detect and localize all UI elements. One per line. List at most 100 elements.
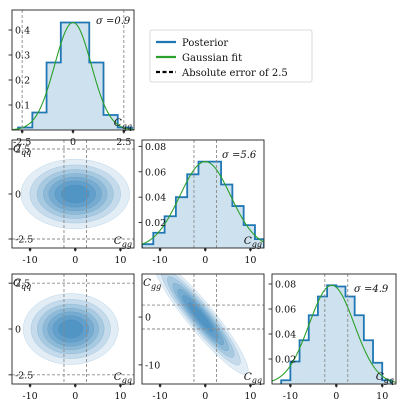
x-tick-label: 10 [114,255,126,266]
x-tick-label: 0 [72,391,78,402]
x-tick-dot [158,248,162,251]
histogram-bar [198,161,210,248]
x-tick-dot [203,248,207,251]
histogram-bar [221,184,233,248]
density-contour [22,293,119,365]
x-tick-dot [249,384,252,387]
density-contour [188,302,214,333]
x-tick-dot [119,248,122,251]
y-tick-label: 2.5 [15,279,30,290]
x-tick-label: 0 [202,255,208,266]
density-contour [160,274,241,366]
x-tick-label: 0 [333,391,339,402]
histogram-bar [89,62,104,130]
y-tick-label: 0.3 [15,51,30,62]
y-tick-label: 0.04 [275,330,296,341]
x-axis-label: Cqq [114,117,132,131]
panel-kde-cgg-cqq: -10 0 10 -2.5 0 2.5 Cgg Cqq [8,139,135,266]
sigma-label: σ =5.6 [222,150,257,161]
density-contour [167,276,235,358]
density-contour [52,315,89,343]
y-tick-label: 0.06 [275,305,296,316]
panel-frame [271,273,397,385]
posterior-step-line [17,21,133,130]
legend: Posterior Gaussian fit Absolute error of… [149,29,313,83]
histogram-bar [354,315,364,384]
x-tick-label: 2.5 [116,137,131,148]
x-tick-label: 0 [202,391,208,402]
histogram-bar [290,361,300,384]
panel-plot-area [12,10,134,130]
density-contour [42,307,99,351]
x-tick-dot [203,384,207,387]
y-tick-label: 0.08 [145,142,166,153]
y-tick-label: 0.1 [15,101,30,112]
density-contour [182,295,219,339]
density-contour [61,184,90,204]
density-contour [29,164,121,224]
legend-label-absolute-error: Absolute error of 2.5 [181,68,288,79]
histogram-bar [232,206,244,248]
histogram-bar [327,285,337,384]
panel-hist-cgq: -10 0 10 0.02 0.04 0.06 0.08 Cgq σ =4.9 [268,273,397,402]
density-contour [37,303,105,355]
y-tick-label: 0.04 [145,193,166,204]
posterior-step-line [142,160,264,248]
density-contour [177,288,225,346]
x-axis-label: Cgq [244,371,262,385]
density-contour [48,176,102,212]
x-tick-label: 10 [376,391,388,402]
density-contour [30,299,111,359]
x-tick-label: 10 [114,391,126,402]
x-tick-dot [71,130,75,133]
x-tick-dot [20,130,24,133]
sigma-label: σ =4.9 [354,284,389,295]
legend-label-posterior: Posterior [182,38,228,49]
panel-plot-area [142,140,264,248]
panel-plot-area [12,140,134,248]
y-tick-label: -2.5 [15,370,33,381]
density-contour [172,282,229,352]
x-axis-label: Cgg [244,235,262,249]
y-tick-label: 0.08 [275,280,296,291]
x-tick-dot [289,384,292,387]
x-tick-dot [119,384,122,387]
y-tick-label: 2.5 [15,145,30,156]
histogram-bar [336,286,346,384]
histogram-bar [103,115,118,130]
x-tick-label: -10 [283,391,298,402]
x-tick-dot [158,384,162,387]
y-tick-label: 0 [145,313,151,324]
x-tick-dot [73,384,77,387]
histogram-bar [75,22,90,130]
histogram-bar [373,362,383,384]
x-tick-dot [334,384,338,387]
density-contour [58,319,84,339]
x-tick-dot [28,384,32,387]
x-tick-label: -10 [152,255,167,266]
histogram-bar [187,174,199,248]
y-tick-label: 0 [15,325,21,336]
x-tick-dot [122,130,126,133]
x-tick-label: -10 [22,391,37,402]
density-contour [43,173,108,215]
x-tick-label: 10 [244,391,256,402]
density-contour [54,180,97,208]
gaussian-fit-line [272,284,396,383]
y-axis-label: Cgg [143,277,161,291]
x-tick-label: 10 [244,255,256,266]
histogram-bar [175,197,188,248]
y-tick-label: 0.2 [15,76,30,87]
histogram-bar [142,244,154,248]
histogram-bar [46,62,61,130]
panel-kde-cgq-cgg: -10 0 10 -10 0 Cgq Cgg [138,273,265,402]
histogram-bar [363,340,374,384]
y-tick-label: 0.06 [145,167,166,178]
density-contour [155,274,249,375]
y-tick-label: -10 [145,360,160,371]
density-contour [47,311,95,347]
x-tick-dot [73,248,77,251]
panel-hist-cgg: -10 0 10 0.02 0.04 0.06 0.08 Cgg σ =5.6 [138,139,265,266]
histogram-bar [299,340,309,384]
